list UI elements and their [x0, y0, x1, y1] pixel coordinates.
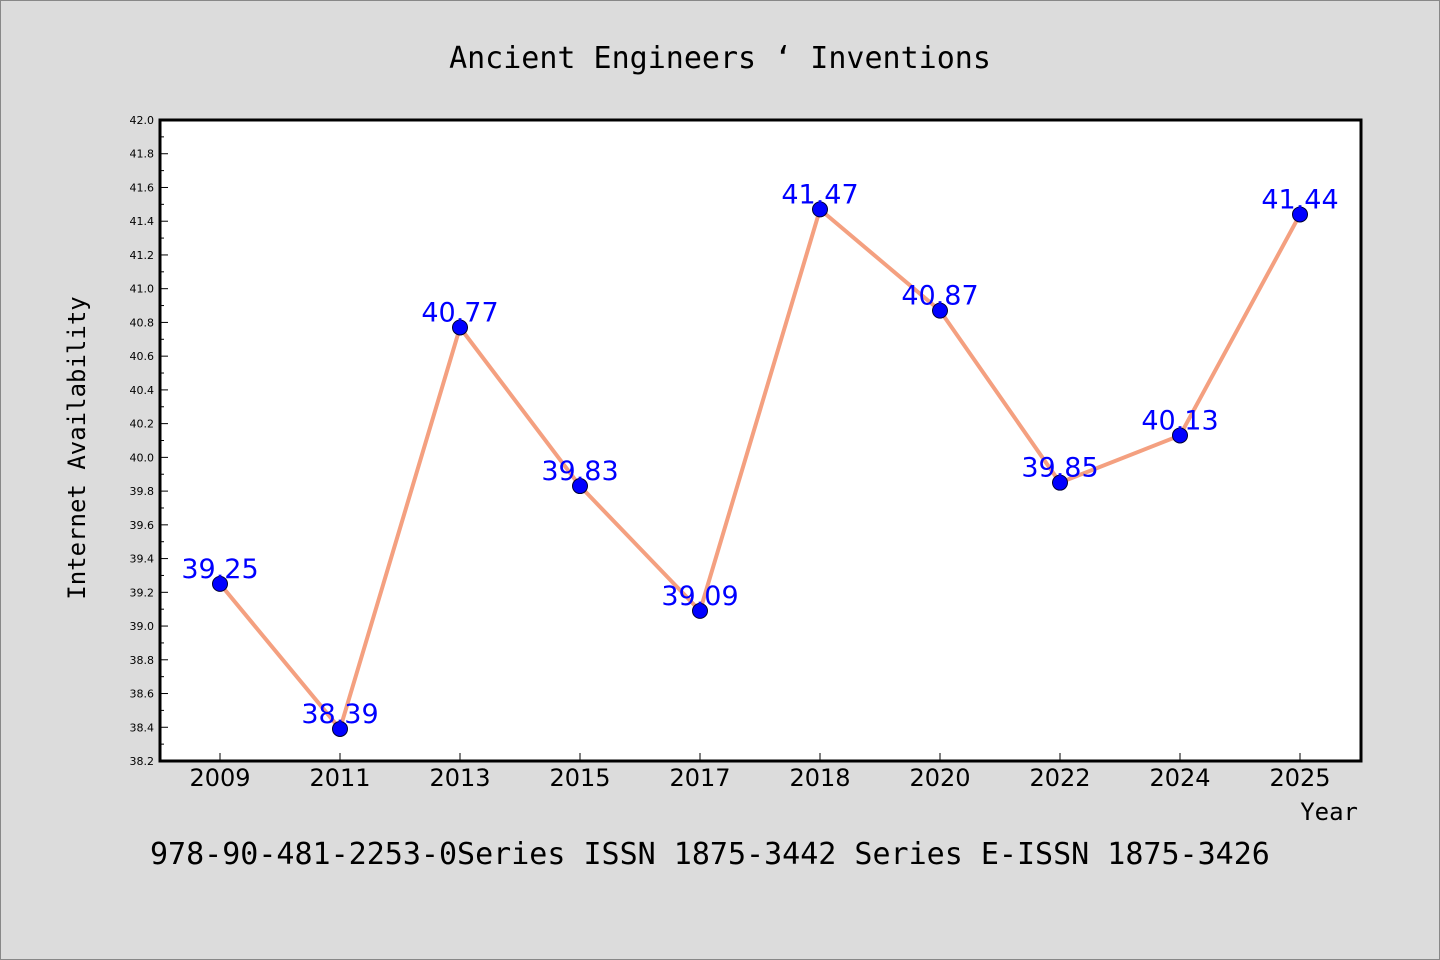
series-line-group [212, 201, 1308, 737]
y-tick-label: 38.4 [130, 721, 155, 734]
y-tick-label: 41.6 [130, 181, 155, 194]
data-point [1292, 206, 1308, 223]
y-tick-label: 39.2 [130, 586, 155, 599]
data-label: 41.44 [1261, 184, 1338, 215]
data-label: 38.39 [301, 699, 378, 730]
y-tick-label: 39.4 [130, 553, 155, 566]
plot-area [158, 118, 1363, 763]
y-axis: 38.2 38.4 38.6 38.8 39.0 39.2 39.4 39.6 39.8 40.0… [130, 114, 168, 768]
x-tick-label: 2013 [429, 764, 490, 792]
y-tick-label: 39.6 [130, 519, 155, 532]
x-tick-label: 2024 [1149, 764, 1210, 792]
data-point [572, 478, 588, 495]
x-tick-label: 2009 [189, 764, 250, 792]
data-label-group: 39.25 38.39 40.77 39.83 39.09 41.47 40.87 39.85… [181, 179, 1338, 730]
x-axis: 2009 2011 2013 2015 2017 2018 2020 2022 2024 2025 [189, 753, 1331, 792]
data-label: 41.47 [781, 179, 858, 210]
y-axis-label: Internet Availability [63, 296, 91, 599]
data-label: 40.87 [901, 281, 978, 312]
y-tick-label: 39.8 [130, 485, 155, 498]
y-tick-label: 42.0 [130, 114, 155, 127]
x-tick-label: 2022 [1029, 764, 1090, 792]
x-tick-label: 2020 [909, 764, 970, 792]
y-tick-label: 41.8 [130, 148, 155, 161]
data-label: 40.13 [1141, 405, 1218, 436]
data-point [1052, 474, 1068, 491]
data-point [1172, 427, 1188, 444]
data-point [332, 720, 348, 737]
series-line [218, 207, 1302, 731]
x-tick-label: 2015 [549, 764, 610, 792]
data-point [692, 602, 708, 619]
x-tick-label: 2018 [789, 764, 850, 792]
y-tick-label: 40.6 [130, 350, 155, 363]
x-tick-label: 2011 [309, 764, 370, 792]
data-label: 40.77 [421, 297, 498, 328]
y-tick-label: 41.2 [130, 249, 155, 262]
y-tick-label: 41.0 [130, 283, 155, 296]
y-tick-label: 40.2 [130, 418, 155, 431]
data-label: 39.83 [541, 456, 618, 487]
data-label: 39.09 [661, 581, 738, 612]
chart-title: Ancient Engineers ‘ Inventions [449, 41, 991, 76]
data-point [812, 201, 828, 218]
x-tick-label: 2017 [669, 764, 730, 792]
y-tick-label: 38.6 [130, 688, 155, 701]
data-point [932, 302, 948, 319]
x-tick-label: 2025 [1269, 764, 1330, 792]
y-tick-label: 38.2 [130, 755, 155, 768]
x-axis-label: Year [1300, 798, 1358, 826]
y-tick-label: 38.8 [130, 654, 155, 667]
y-tick-label: 41.4 [130, 215, 155, 228]
y-tick-label: 40.0 [130, 451, 155, 464]
footer-isbn-text: 978-90-481-2253-0Series ISSN 1875-3442 S… [150, 837, 1270, 872]
y-tick-label: 40.8 [130, 316, 155, 329]
data-point [452, 319, 468, 336]
y-tick-label: 40.4 [130, 384, 155, 397]
data-point [212, 575, 228, 592]
data-label: 39.25 [181, 554, 258, 585]
y-tick-label: 39.0 [130, 620, 155, 633]
data-label: 39.85 [1021, 453, 1098, 484]
